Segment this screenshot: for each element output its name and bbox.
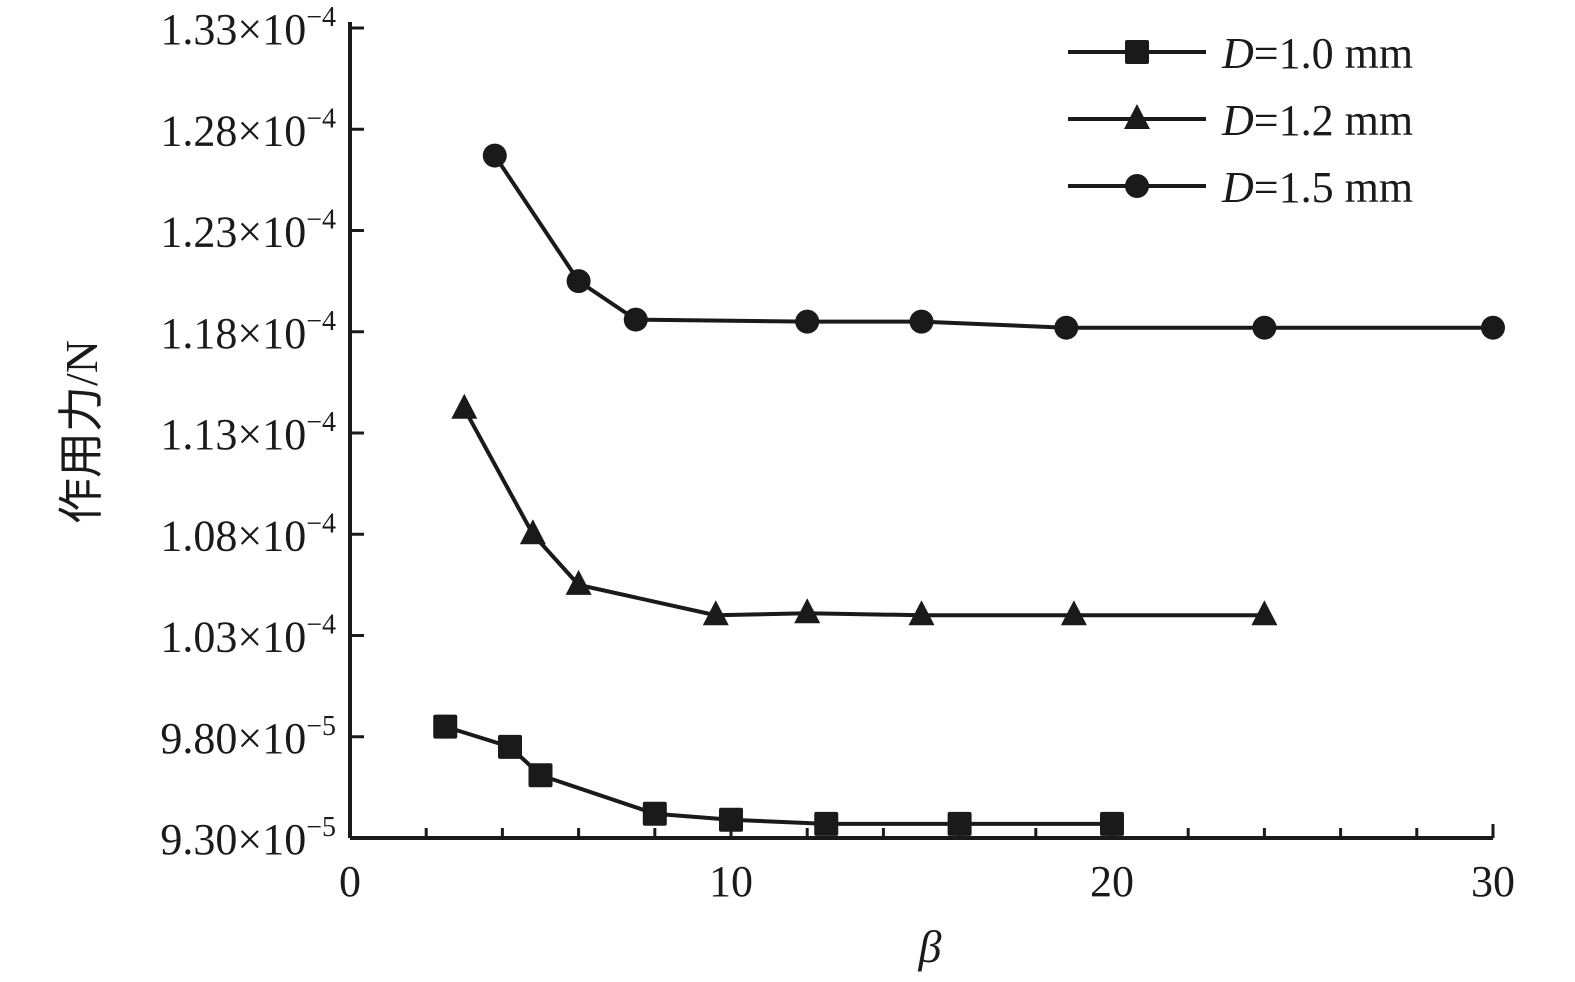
data-point [719, 807, 743, 832]
legend-marker-triangle [1124, 104, 1150, 129]
y-tick-label: 1.13×10−4 [160, 407, 336, 459]
data-point [909, 309, 934, 334]
data-point [433, 714, 458, 739]
data-point [1054, 315, 1079, 340]
axes [348, 22, 1493, 840]
y-axis-ticks: 9.30×10−5 9.80×10−5 1.03×10−4 1.08×10−4 1.13… [160, 2, 364, 864]
data-point [498, 734, 523, 759]
x-axis-ticks: 0 10 20 30 [339, 824, 1515, 906]
data-point [1481, 315, 1505, 340]
y-tick-label: 1.18×10−4 [160, 306, 336, 358]
y-tick-label: 9.80×10−5 [160, 711, 336, 763]
legend: D=1.0 mm D=1.2 mm D=1.5 mm [1068, 29, 1413, 212]
data-point [702, 600, 729, 626]
y-tick-label: 1.23×10−4 [160, 205, 336, 257]
series-group [433, 143, 1505, 836]
y-tick-label: 1.08×10−4 [160, 508, 336, 560]
data-point [566, 269, 591, 294]
legend-label: D=1.0 mm [1221, 29, 1413, 78]
x-tick-label: 20 [1090, 857, 1134, 906]
y-axis-title: 作用力/N [56, 340, 107, 524]
data-point [794, 598, 821, 624]
series-square [433, 714, 1124, 836]
data-point [1252, 315, 1277, 340]
data-point [451, 393, 478, 419]
data-point [519, 519, 546, 545]
data-point [795, 309, 820, 334]
x-axis-title: β [918, 921, 942, 972]
data-point [814, 811, 839, 836]
y-tick-label: 1.28×10−4 [160, 103, 336, 155]
y-tick-label: 9.30×10−5 [160, 812, 336, 864]
data-point [482, 143, 507, 168]
series-circle [482, 143, 1505, 340]
data-point [565, 569, 592, 595]
data-point [1251, 600, 1278, 626]
data-point [642, 801, 667, 826]
data-point [908, 600, 935, 626]
data-point [623, 307, 648, 332]
x-tick-label: 30 [1471, 857, 1515, 906]
y-tick-label: 1.03×10−4 [160, 610, 336, 662]
x-tick-label: 10 [709, 857, 753, 906]
legend-label: D=1.2 mm [1221, 96, 1413, 145]
series-triangle [451, 393, 1278, 626]
legend-marker-circle [1125, 174, 1149, 198]
data-point [528, 763, 553, 788]
x-tick-label: 0 [339, 857, 361, 906]
data-point [1100, 811, 1124, 836]
data-point [947, 811, 972, 836]
legend-label: D=1.5 mm [1221, 163, 1413, 212]
legend-marker-square [1125, 40, 1149, 64]
data-point [1060, 600, 1087, 626]
y-tick-label: 1.33×10−4 [160, 2, 336, 54]
